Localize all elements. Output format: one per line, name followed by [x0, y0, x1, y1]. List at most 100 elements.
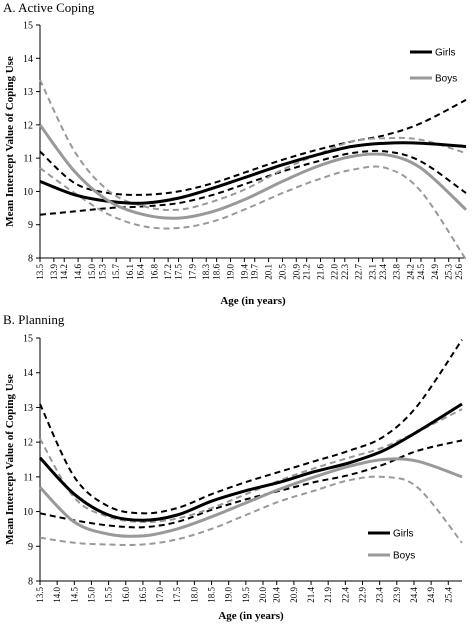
x-tick-label: 20.0: [258, 587, 268, 603]
chart-svg-planning: 8 9 10 11 12 13 14 15 13.5 14.0 14.5 15.0 15.5 16.0 16…: [4, 334, 463, 622]
y-axis-title: Mean Intercept Value of Coping Use: [4, 374, 16, 545]
series-line-boys-lower-ci: [39, 475, 463, 546]
x-tick-label: 25.4: [443, 587, 453, 603]
x-tick-label: 24.5: [416, 264, 426, 280]
series-line-girls-lower-ci: [39, 149, 467, 216]
x-tick-label: 22.9: [358, 587, 368, 603]
x-tick-label: 17.9: [187, 264, 197, 280]
x-tick-label: 25.6: [454, 264, 464, 280]
y-tick-label: 13: [23, 87, 33, 98]
x-tick-label: 16.1: [125, 264, 135, 280]
x-tick-label: 18.3: [201, 264, 211, 280]
x-tick-label: 23.8: [392, 264, 402, 280]
x-tick-label: 16.8: [149, 264, 159, 280]
legend-label-girls: Girls: [435, 48, 456, 59]
x-tick-label: 15.5: [104, 587, 114, 603]
chart-title: A. Active Coping: [3, 0, 95, 15]
y-tick-label: 14: [23, 54, 33, 65]
y-tick-label: 9: [28, 220, 33, 231]
x-tick-label: 24.2: [406, 264, 416, 280]
y-tick-label: 10: [23, 507, 33, 518]
x-tick-label: 21.2: [302, 264, 312, 280]
series-line-girls-lower-ci: [39, 439, 463, 529]
y-tick-label: 8: [28, 254, 33, 265]
x-tick-label: 17.5: [174, 264, 184, 280]
y-tick-label: 14: [23, 368, 33, 379]
x-tick-label: 13.5: [35, 587, 45, 603]
x-tick-label: 19.4: [239, 264, 249, 280]
x-tick-label: 15.7: [111, 264, 121, 280]
x-tick-label: 23.9: [392, 587, 402, 603]
x-axis-title: Age (in years): [218, 610, 284, 622]
legend-label-girls: Girls: [393, 529, 414, 540]
series-line-boys-lower-ci: [39, 165, 467, 261]
chart-svg-active-coping: 8 9 10 11 12 13 14 15 13.5 13.9 14.2 14.6 15.0 15.3 15…: [4, 21, 468, 307]
y-tick-label: 15: [23, 334, 33, 345]
x-tick-label: 19.5: [241, 587, 251, 603]
series-line-girls-estimate: [38, 402, 463, 522]
series-line-girls-upper-ci: [39, 339, 463, 515]
x-tick-label: 23.4: [378, 264, 388, 280]
y-tick-label: 12: [23, 438, 33, 449]
x-tick-label: 23.4: [375, 587, 385, 603]
x-tick-label: 22.4: [340, 587, 350, 603]
x-tick-label: 15.0: [87, 264, 97, 280]
x-tick-label: 18.0: [189, 587, 199, 603]
y-tick-label: 11: [23, 472, 33, 483]
x-axis-title: Age (in years): [220, 295, 286, 307]
x-tick-label: 20.5: [277, 264, 287, 280]
x-tick-label: 16.5: [138, 587, 148, 603]
x-tick-label: 14.0: [52, 587, 62, 603]
x-tick-label: 20.4: [272, 587, 282, 603]
y-tick-label: 11: [23, 154, 33, 165]
x-tick-label: 16.0: [121, 587, 131, 603]
y-axis-title: Mean Intercept Value of Coping Use: [4, 56, 16, 227]
x-tick-label: 19.7: [250, 264, 260, 280]
y-tick-label: 13: [23, 403, 33, 414]
y-tick-label: 8: [28, 577, 33, 588]
legend-label-boys: Boys: [435, 74, 457, 85]
x-tick-label: 17.5: [172, 587, 182, 603]
x-tick-label: 15.3: [97, 264, 107, 280]
x-tick-label: 24.9: [430, 264, 440, 280]
x-tick-label: 18.5: [207, 587, 217, 603]
series-line-boys-upper-ci: [39, 408, 463, 524]
x-tick-label: 21.6: [316, 264, 326, 280]
series-line-boys-estimate: [38, 123, 468, 220]
y-tick-label: 9: [28, 542, 33, 553]
series-line-boys-estimate: [38, 457, 463, 538]
legend-label-boys: Boys: [393, 551, 415, 562]
series-line-boys-upper-ci: [39, 79, 467, 211]
x-tick-label: 14.6: [73, 264, 83, 280]
series-line-girls-upper-ci: [39, 99, 467, 196]
x-tick-label: 24.9: [426, 587, 436, 603]
chart-panel-planning: B. Planning 8 9 10 11 12 13 14 15 13.5 14.0 14.5 15…: [0, 312, 474, 624]
x-tick-label: 14.2: [59, 264, 69, 280]
x-tick-label: 24.4: [409, 587, 419, 603]
chart-title: B. Planning: [3, 312, 65, 327]
chart-panel-active-coping: A. Active Coping 8 9 10 11 12 13 14 15 13.5 13.9 1…: [3, 0, 468, 307]
x-tick-label: 17.0: [155, 587, 165, 603]
x-tick-label: 23.1: [367, 264, 377, 280]
x-tick-label: 20.9: [289, 587, 299, 603]
x-tick-label: 22.0: [329, 264, 339, 280]
x-tick-label: 22.7: [354, 264, 364, 280]
x-tick-label: 18.6: [212, 264, 222, 280]
x-tick-label: 21.4: [306, 587, 316, 603]
x-tick-label: 21.9: [323, 587, 333, 603]
y-tick-label: 10: [23, 187, 33, 198]
x-tick-label: 14.5: [69, 587, 79, 603]
x-tick-label: 17.2: [163, 264, 173, 280]
y-tick-label: 12: [23, 120, 33, 131]
x-tick-label: 19.0: [225, 264, 235, 280]
x-tick-label: 19.0: [224, 587, 234, 603]
x-tick-label: 25.3: [444, 264, 454, 280]
x-tick-label: 13.9: [49, 264, 59, 280]
x-tick-label: 22.3: [340, 264, 350, 280]
x-tick-label: 13.5: [35, 264, 45, 280]
x-tick-label: 20.1: [264, 264, 274, 280]
x-tick-label: 20.9: [291, 264, 301, 280]
x-tick-label: 16.4: [135, 264, 145, 280]
y-tick-label: 15: [23, 21, 33, 32]
x-tick-label: 15.0: [86, 587, 96, 603]
